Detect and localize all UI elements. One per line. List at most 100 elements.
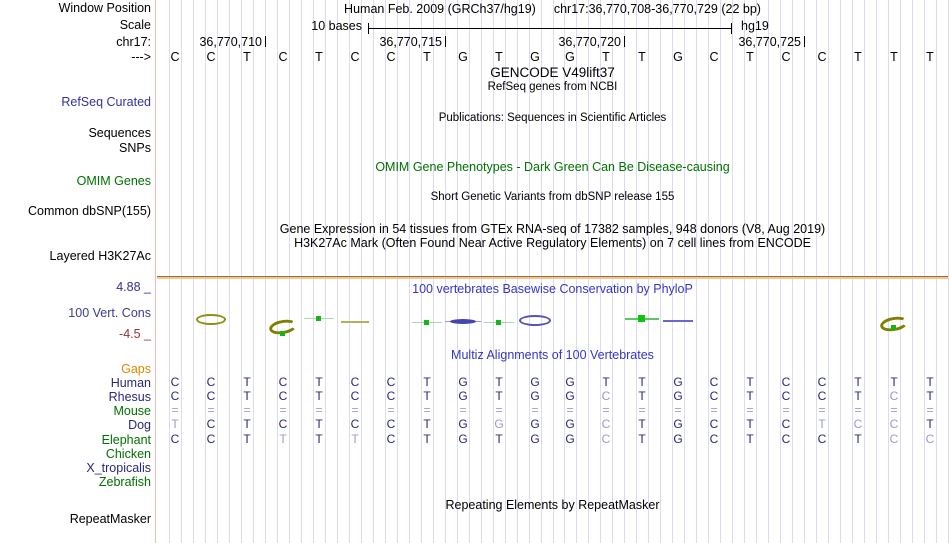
alignment-base: G bbox=[673, 417, 683, 431]
track-label-layered-h3k27ac[interactable]: Layered H3K27Ac bbox=[49, 249, 151, 263]
phylop-mark-green-square bbox=[891, 325, 897, 330]
alignment-base: T bbox=[495, 375, 503, 389]
coordinate-label: 36,770,715 bbox=[379, 35, 442, 49]
track-label-common-dbsnp[interactable]: Common dbSNP(155) bbox=[28, 204, 151, 218]
alignment-base: C bbox=[170, 389, 180, 403]
sequence-base: C bbox=[386, 50, 396, 64]
alignment-base: T bbox=[315, 375, 323, 389]
grid-line bbox=[505, 0, 506, 543]
track-label-cons-bottom-value[interactable]: -4.5 _ bbox=[119, 327, 151, 341]
alignment-base: T bbox=[746, 417, 754, 431]
publications-title[interactable]: Publications: Sequences in Scientific Ar… bbox=[438, 112, 667, 124]
species-label-x_tropicalis[interactable]: X_tropicalis bbox=[86, 461, 151, 475]
grid-line bbox=[564, 0, 565, 543]
alignment-base: T bbox=[279, 432, 287, 446]
alignment-base: = bbox=[351, 403, 359, 417]
grid-line bbox=[517, 0, 518, 543]
alignment-base: T bbox=[926, 417, 934, 431]
track-label-refseq-curated[interactable]: RefSeq Curated bbox=[61, 95, 151, 109]
species-label-zebrafish[interactable]: Zebrafish bbox=[98, 475, 151, 489]
gtex-title[interactable]: Gene Expression in 54 tissues from GTEx … bbox=[279, 222, 826, 236]
alignment-base: = bbox=[566, 403, 574, 417]
sequence-base: G bbox=[530, 50, 540, 64]
species-label-gaps[interactable]: Gaps bbox=[121, 362, 151, 376]
sequence-base: G bbox=[458, 50, 468, 64]
omim-title[interactable]: OMIM Gene Phenotypes - Dark Green Can Be… bbox=[375, 160, 730, 174]
phylop-title[interactable]: 100 vertebrates Basewise Conservation by… bbox=[412, 282, 693, 296]
dbsnp-title[interactable]: Short Genetic Variants from dbSNP releas… bbox=[430, 191, 675, 203]
refseq-subtitle[interactable]: RefSeq genes from NCBI bbox=[487, 81, 618, 93]
alignment-base: T bbox=[171, 417, 179, 431]
grid-line bbox=[445, 0, 446, 543]
phylop-mark-green-bright bbox=[625, 315, 660, 323]
alignment-base: = bbox=[818, 403, 826, 417]
grid-line bbox=[660, 0, 661, 543]
alignment-base: = bbox=[638, 403, 646, 417]
grid-line bbox=[600, 0, 601, 543]
h3k27ac-title[interactable]: H3K27Ac Mark (Often Found Near Active Re… bbox=[294, 236, 811, 250]
gencode-title[interactable]: GENCODE V49lift37 bbox=[490, 65, 615, 80]
species-label-human[interactable]: Human bbox=[110, 376, 151, 390]
track-label-sequences[interactable]: Sequences bbox=[88, 126, 151, 140]
h3k27ac-track-line[interactable] bbox=[157, 276, 948, 279]
grid-line bbox=[409, 0, 410, 543]
track-label-scale[interactable]: Scale bbox=[119, 18, 151, 32]
multiz-title[interactable]: Multiz Alignments of 100 Vertebrates bbox=[451, 348, 654, 362]
grid-line bbox=[936, 0, 937, 543]
grid-line bbox=[421, 0, 422, 543]
grid-line bbox=[648, 0, 649, 543]
alignment-base: C bbox=[889, 432, 899, 446]
coordinate-tick bbox=[804, 36, 805, 47]
track-label-snps[interactable]: SNPs bbox=[119, 141, 151, 155]
alignment-base: T bbox=[638, 417, 646, 431]
grid-line bbox=[361, 0, 362, 543]
grid-line bbox=[241, 0, 242, 543]
grid-line bbox=[876, 0, 877, 543]
alignment-base: T bbox=[423, 375, 431, 389]
alignment-base: C bbox=[817, 375, 827, 389]
alignment-base: T bbox=[890, 375, 898, 389]
track-label-omim-genes[interactable]: OMIM Genes bbox=[76, 174, 151, 188]
alignment-base: T bbox=[854, 375, 862, 389]
alignment-base: T bbox=[495, 389, 503, 403]
sequence-base: C bbox=[817, 50, 827, 64]
alignment-base: = bbox=[423, 403, 431, 417]
species-label-mouse[interactable]: Mouse bbox=[113, 404, 151, 418]
grid-line bbox=[804, 0, 805, 543]
grid-line bbox=[852, 0, 853, 543]
alignment-base: = bbox=[315, 403, 323, 417]
grid-line bbox=[289, 0, 290, 543]
grid-line bbox=[780, 0, 781, 543]
alignment-base: = bbox=[782, 403, 790, 417]
alignment-base: T bbox=[602, 375, 610, 389]
track-label-window-position[interactable]: Window Position bbox=[58, 1, 151, 15]
alignment-base: C bbox=[206, 375, 216, 389]
track-label-strand[interactable]: ---> bbox=[131, 50, 151, 64]
alignment-base: T bbox=[423, 389, 431, 403]
track-label-cons-top-value[interactable]: 4.88 _ bbox=[116, 280, 151, 294]
grid-line bbox=[313, 0, 314, 543]
alignment-base: T bbox=[423, 417, 431, 431]
alignment-base: C bbox=[350, 389, 360, 403]
alignment-base: G bbox=[673, 432, 683, 446]
species-label-dog[interactable]: Dog bbox=[128, 418, 151, 432]
grid-line bbox=[325, 0, 326, 543]
grid-line bbox=[205, 0, 206, 543]
species-label-chicken[interactable]: Chicken bbox=[105, 447, 151, 461]
grid-line bbox=[301, 0, 302, 543]
sequence-base: T bbox=[926, 50, 934, 64]
alignment-base: C bbox=[170, 432, 180, 446]
phylop-mark-blue-line bbox=[663, 320, 694, 322]
grid-line bbox=[828, 0, 829, 543]
track-label-repeatmasker[interactable]: RepeatMasker bbox=[69, 512, 151, 526]
species-label-rhesus[interactable]: Rhesus bbox=[108, 390, 151, 404]
alignment-base: = bbox=[207, 403, 215, 417]
track-label-vert-cons[interactable]: 100 Vert. Cons bbox=[68, 306, 151, 320]
species-label-elephant[interactable]: Elephant bbox=[101, 433, 151, 447]
alignment-base: = bbox=[495, 403, 503, 417]
track-label-chrom[interactable]: chr17: bbox=[116, 35, 151, 49]
alignment-base: = bbox=[674, 403, 682, 417]
repeatmasker-title[interactable]: Repeating Elements by RepeatMasker bbox=[445, 498, 660, 512]
sequence-base: T bbox=[890, 50, 898, 64]
